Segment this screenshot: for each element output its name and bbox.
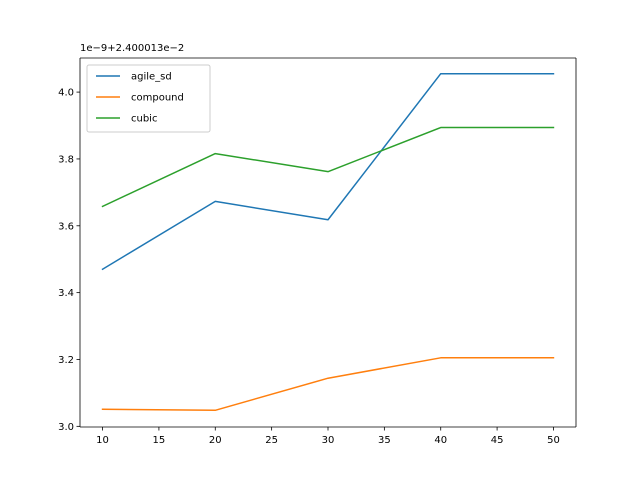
y-tick-label: 4.0 — [58, 88, 74, 99]
series-line-cubic — [101, 126, 555, 208]
legend-entry-cubic: cubic — [96, 114, 157, 125]
y-tick-label: 3.2 — [58, 355, 74, 366]
x-tick-label: 30 — [322, 435, 335, 446]
y-tick-label: 3.4 — [58, 288, 74, 299]
x-tick-label: 50 — [547, 435, 560, 446]
x-tick-label: 35 — [378, 435, 391, 446]
y-tick-label: 3.8 — [58, 154, 74, 165]
legend-frame — [86, 64, 211, 133]
y-tick-label: 3.6 — [58, 221, 74, 232]
legend: agile_sd compound cubic — [86, 64, 211, 133]
x-tick-label: 25 — [265, 435, 278, 446]
legend-entry-agile_sd: agile_sd — [96, 72, 172, 83]
x-tick-label: 15 — [153, 435, 166, 446]
x-tick-label: 45 — [491, 435, 504, 446]
legend-label-cubic: cubic — [131, 114, 157, 125]
x-tick-label: 20 — [209, 435, 222, 446]
y-axis-ticks: 3.0 3.2 3.4 3.6 3.8 4.0 — [58, 88, 80, 433]
axes-frame — [79, 57, 577, 428]
x-axis-ticks: 10 15 20 25 30 35 40 45 50 — [96, 427, 560, 446]
series-line-compound — [101, 357, 555, 412]
legend-entry-compound: compound — [96, 93, 184, 104]
x-tick-label: 40 — [434, 435, 447, 446]
series-line-agile_sd — [101, 72, 555, 271]
y-axis-offset-label: 1e−9+2.400013e−2 — [80, 43, 184, 54]
legend-label-compound: compound — [131, 93, 184, 104]
y-tick-label: 3.0 — [58, 422, 74, 433]
legend-entries: agile_sd compound cubic — [96, 72, 184, 125]
legend-label-agile_sd: agile_sd — [131, 72, 172, 83]
series-layer — [101, 72, 555, 412]
x-tick-label: 10 — [96, 435, 109, 446]
